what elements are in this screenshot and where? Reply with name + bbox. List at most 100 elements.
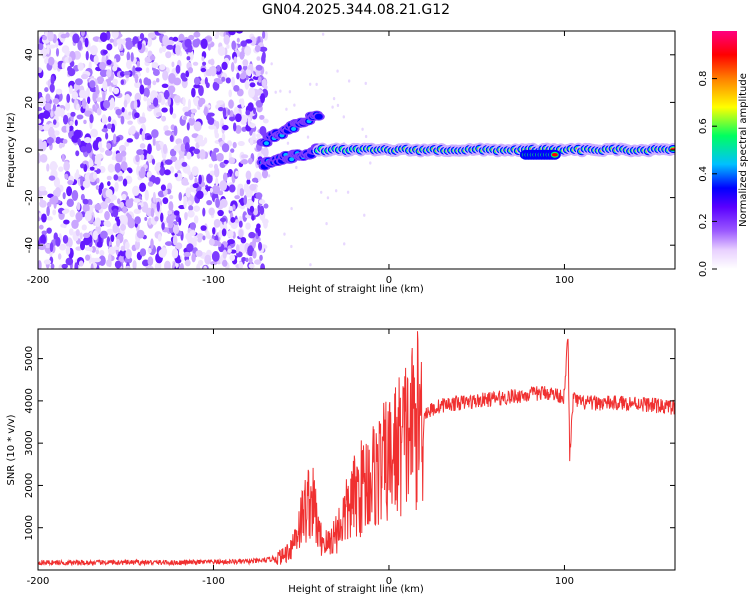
spectrogram-cell <box>332 97 336 101</box>
spectrogram-cell <box>134 216 141 225</box>
spectrogram-cell <box>247 102 254 112</box>
spectrogram-cell <box>84 210 92 222</box>
spectrogram-cell <box>38 185 46 192</box>
spectrogram-cell <box>150 238 154 250</box>
spectrogram-cell <box>125 39 133 50</box>
spectrogram-cell <box>115 108 123 116</box>
spectrogram-cell <box>77 40 83 51</box>
spectrogram-cell <box>198 139 206 147</box>
spectrogram-cell <box>193 84 201 89</box>
spectrogram-cell <box>247 69 252 77</box>
spectrogram-cell <box>126 138 134 143</box>
spectrogram-cell <box>105 132 109 140</box>
spectrogram-cell <box>53 177 61 188</box>
spectrogram-cell <box>172 234 178 246</box>
spectrogram-cell <box>265 71 268 75</box>
spectrogram-cell <box>238 220 243 228</box>
spectrogram-cell <box>111 31 119 39</box>
spectrogram-cell <box>223 34 230 45</box>
spectrogram-cell <box>249 205 255 213</box>
spectrogram-cell <box>174 159 182 171</box>
spectrogram-cell <box>155 112 162 117</box>
spectrogram-cell <box>82 198 89 205</box>
spectrogram-cell <box>110 234 115 243</box>
spectrogram-cell <box>173 210 180 216</box>
spectrogram-cell <box>206 199 213 206</box>
spectrogram-cell <box>244 46 252 56</box>
spectrogram-cell <box>227 239 235 245</box>
spectrogram-cell <box>79 232 83 240</box>
spectrogram-cell <box>106 228 114 235</box>
spectrogram-cell <box>89 113 94 124</box>
spectrogram-cell <box>212 81 220 91</box>
spectrogram-cell <box>146 171 152 178</box>
spectrogram-cell <box>66 93 71 103</box>
spectrogram-cell <box>167 210 173 215</box>
spectrogram-cell <box>173 77 182 86</box>
spectrogram-cell <box>169 148 177 157</box>
snr-x-tick-label: -200 <box>27 576 50 587</box>
spectrogram-cell <box>178 192 183 201</box>
colorbar-tick-label: 0.2 <box>698 213 709 229</box>
spectrogram-cell <box>309 263 312 267</box>
spectrogram-cell <box>55 48 60 57</box>
spectrogram-cell <box>262 118 269 124</box>
spectrogram-cell <box>228 157 236 165</box>
spectrogram-cell <box>42 124 51 132</box>
spectrogram-cell <box>255 192 263 200</box>
spectrogram-cell <box>192 97 200 105</box>
spectrogram-y-tick-label: -40 <box>24 237 35 253</box>
spectrogram-cell <box>252 131 256 141</box>
spectrogram-cell <box>184 142 190 152</box>
spectrogram-cell <box>166 215 174 224</box>
spectrogram-cell <box>132 259 137 269</box>
spectrogram-cell <box>175 258 182 264</box>
spectrogram-cell <box>66 124 70 134</box>
spectrogram-cell <box>110 97 115 107</box>
spectrogram-cell <box>171 61 175 68</box>
spectrogram-cell <box>191 87 196 98</box>
spectrogram-cell <box>236 37 240 43</box>
spectrogram-cell <box>72 33 80 44</box>
spectrogram-cell <box>188 66 194 74</box>
spectrogram-cell <box>193 121 202 132</box>
spectrogram-cell <box>124 256 133 264</box>
spectrogram-cell <box>234 195 241 200</box>
spectrogram-cell <box>119 52 124 57</box>
spectrogram-cell <box>77 62 84 71</box>
spectrogram-cell <box>123 215 128 226</box>
spectrogram-cell <box>209 170 216 176</box>
spectrogram-cell <box>189 222 197 230</box>
spectrogram-cell <box>109 196 115 203</box>
spectrogram-cell <box>61 209 69 215</box>
spectrogram-cell <box>38 139 44 150</box>
spectrogram-cell <box>71 134 80 143</box>
spectrogram-cell <box>249 137 254 146</box>
spectrogram-cell <box>147 247 152 254</box>
spectrogram-cell <box>134 112 140 119</box>
spectrogram-cell <box>154 262 160 269</box>
spectrogram-cell <box>163 169 171 176</box>
spectrogram-cell <box>240 236 247 244</box>
spectrogram-cell <box>152 80 157 86</box>
spectrogram-cell <box>105 197 111 204</box>
spectrogram-cell <box>286 141 290 145</box>
spectrogram-cell <box>38 124 44 131</box>
spectrogram-cell <box>134 81 141 89</box>
spectrogram-cell <box>118 38 122 50</box>
spectrogram-cell <box>192 61 199 66</box>
spectrogram-cell <box>62 192 66 200</box>
snr-x-tick-label: 0 <box>386 576 392 587</box>
spectrogram-cell <box>113 174 119 181</box>
spectrogram-cell <box>164 241 173 246</box>
spectrogram-cell <box>228 31 236 36</box>
spectrogram-cell <box>215 120 220 130</box>
spectrogram-cell <box>175 242 183 250</box>
spectrogram-y-tick-label: 0 <box>24 147 35 153</box>
spectrogram-cell <box>244 80 250 90</box>
spectrogram-cell <box>145 67 150 74</box>
spectrogram-cell <box>164 125 169 131</box>
spectrogram-y-tick-label: 20 <box>24 96 35 109</box>
spectrogram-cell <box>51 195 59 205</box>
spectrogram-cell <box>76 103 80 111</box>
